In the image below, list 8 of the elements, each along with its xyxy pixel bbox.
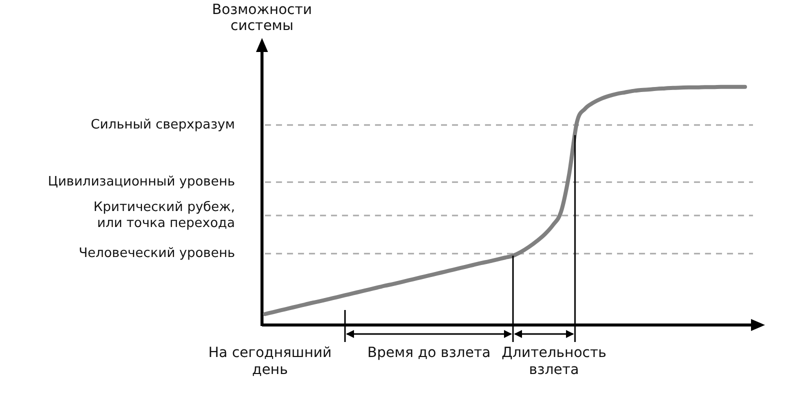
- y-axis-title: Возможности системы: [210, 2, 314, 34]
- text: На сегодняшний день: [207, 345, 333, 379]
- text: Время до взлета: [367, 345, 491, 361]
- text: Длительность взлета: [502, 345, 606, 378]
- ref-line-label: Цивилизационный уровень: [48, 174, 235, 190]
- ref-line-label: Сильный сверхразум: [90, 117, 235, 132]
- ref-line-label: Критический рубеж, или точка перехода: [94, 200, 235, 231]
- ref-line-label: Человеческий уровень: [78, 246, 235, 261]
